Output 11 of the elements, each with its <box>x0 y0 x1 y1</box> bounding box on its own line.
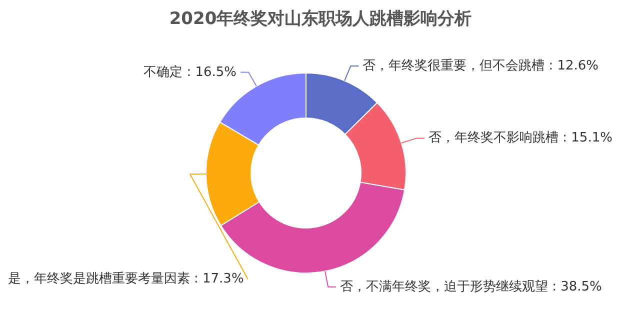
slice-label: 不确定 <box>144 64 183 80</box>
chart-title: 2020年终奖对山东职场人跳槽影响分析 <box>169 9 472 29</box>
data-label: : 17.3% <box>194 272 244 287</box>
slice-label: 否，年终奖不影响跳槽 <box>428 130 559 146</box>
data-label: : 15.1% <box>562 130 612 146</box>
slice-label: 是，年终奖是跳槽重要考量因素 <box>8 272 190 287</box>
data-label: : 16.5% <box>186 64 237 80</box>
slice-label: 否，年终奖很重要，但不会跳槽 <box>362 58 545 74</box>
data-label: : 38.5% <box>552 279 602 294</box>
slice-label: 否，不满年终奖，迫于形势继续观望 <box>340 279 548 294</box>
data-label: : 12.6% <box>548 58 599 74</box>
